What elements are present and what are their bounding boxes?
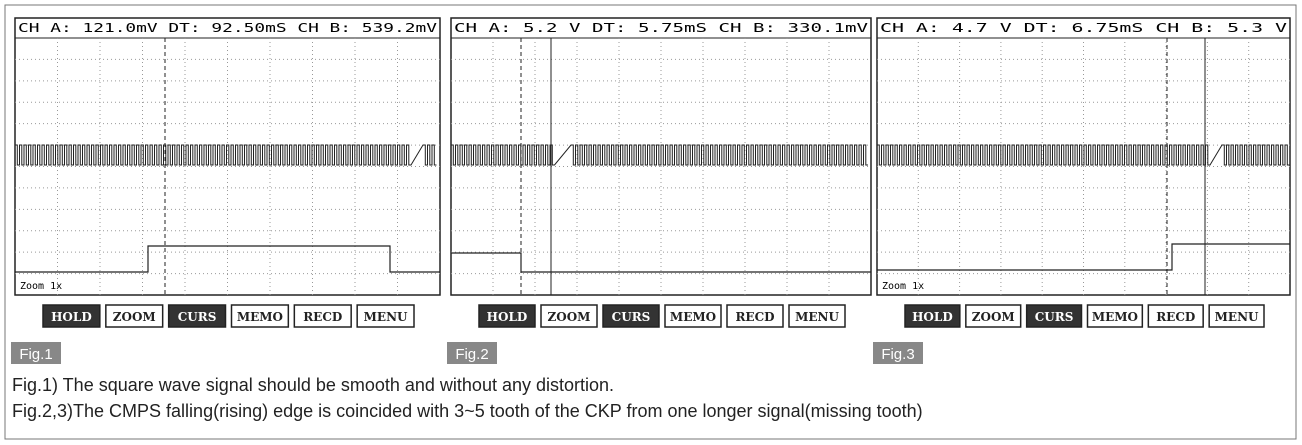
softkey-label: HOLD	[487, 310, 528, 324]
softkey-label: MEMO	[670, 310, 716, 324]
zoom-label: Zoom 1x	[20, 281, 62, 292]
softkey-label: HOLD	[51, 310, 92, 324]
softkey-label: RECD	[735, 310, 774, 324]
softkey-label: MEMO	[1092, 310, 1138, 324]
header-readout: CH A: 5.2 V DT: 5.75mS CH B: 330.1mV	[454, 21, 868, 35]
page: Fig.1) The square wave signal should be …	[0, 0, 1302, 445]
figure-label: Fig.2	[455, 346, 488, 363]
oscilloscope-panel: CH A: 121.0mV DT: 92.50mS CH B: 539.2mV Z…	[11, 18, 440, 364]
figure-label: Fig.3	[881, 346, 914, 363]
softkey-label: ZOOM	[548, 310, 591, 324]
header-readout: CH A: 121.0mV DT: 92.50mS CH B: 539.2mV	[18, 21, 437, 35]
softkey-label: MENU	[795, 310, 839, 324]
zoom-label: Zoom 1x	[882, 281, 924, 292]
softkey-label: CURS	[612, 310, 651, 324]
softkey-label: CURS	[1035, 310, 1074, 324]
softkey-label: MENU	[364, 310, 408, 324]
oscilloscope-panel: CH A: 4.7 V DT: 6.75mS CH B: 5.3 V Zoom 1…	[873, 18, 1290, 364]
document: Fig.1) The square wave signal should be …	[0, 0, 1302, 445]
softkey-label: MENU	[1215, 310, 1259, 324]
oscilloscope-panel: CH A: 5.2 V DT: 5.75mS CH B: 330.1mV HOLD…	[447, 18, 871, 364]
caption-line: Fig.2,3)The CMPS falling(rising) edge is…	[12, 401, 923, 421]
header-readout: CH A: 4.7 V DT: 6.75mS CH B: 5.3 V	[880, 21, 1287, 35]
softkey-label: RECD	[1156, 310, 1195, 324]
softkey-label: ZOOM	[113, 310, 156, 324]
caption-line: Fig.1) The square wave signal should be …	[12, 375, 614, 395]
softkey-label: HOLD	[912, 310, 953, 324]
softkey-label: CURS	[178, 310, 217, 324]
softkey-label: ZOOM	[972, 310, 1015, 324]
figure-label: Fig.1	[19, 346, 52, 363]
softkey-label: MEMO	[237, 310, 283, 324]
softkey-label: RECD	[303, 310, 342, 324]
